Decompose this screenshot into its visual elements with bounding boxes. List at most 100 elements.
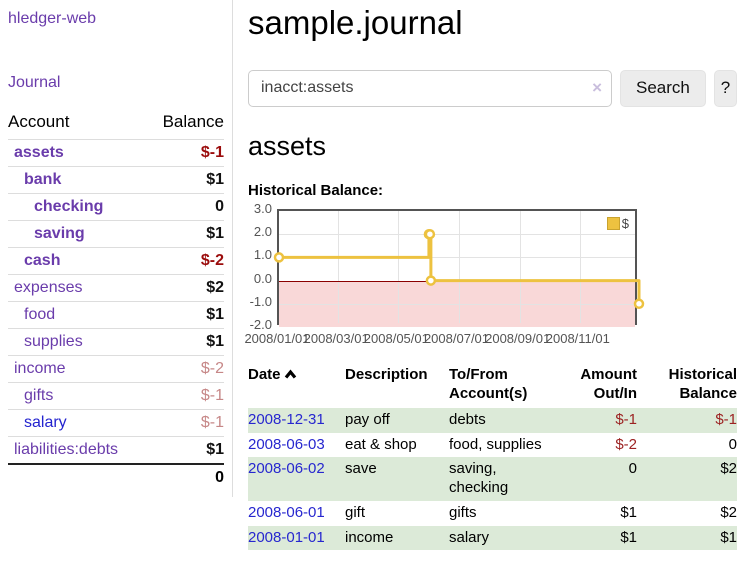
chart-plot-area[interactable]: $ xyxy=(273,208,645,327)
account-link[interactable]: cash xyxy=(24,252,61,269)
account-row: assets $-1 xyxy=(8,139,224,167)
register-header-accounts: To/From Account(s) xyxy=(449,365,528,403)
account-link[interactable]: bank xyxy=(24,171,62,188)
register-header-row: Date Description To/From Account(s) Amou… xyxy=(248,363,737,408)
legend-color-swatch xyxy=(606,216,620,230)
account-balance: $1 xyxy=(146,166,224,194)
account-balance: $2 xyxy=(146,274,224,302)
accounts-header-balance: Balance xyxy=(162,112,224,131)
account-link[interactable]: expenses xyxy=(14,279,83,296)
transaction-amount: $1 xyxy=(620,528,637,546)
account-balance: $-1 xyxy=(146,139,224,167)
account-row: expenses $2 xyxy=(8,274,224,302)
account-balance: $1 xyxy=(146,301,224,329)
transaction-balance: $2 xyxy=(720,503,737,521)
transaction-amount: $1 xyxy=(620,503,637,521)
account-row: income $-2 xyxy=(8,355,224,383)
register-header-description: Description xyxy=(345,365,428,383)
page-title: sample.journal xyxy=(248,4,463,41)
accounts-table: Account Balance assets $-1 bank $1 check… xyxy=(8,108,224,491)
account-balance: $1 xyxy=(146,220,224,248)
account-row: food $1 xyxy=(8,301,224,329)
transaction-balance: $2 xyxy=(720,460,737,478)
account-balance: 0 xyxy=(146,193,224,221)
transaction-description: save xyxy=(345,460,377,478)
x-tick-label: 2008/07/01 xyxy=(423,330,490,346)
account-link[interactable]: salary xyxy=(24,414,67,431)
clear-search-icon[interactable]: × xyxy=(592,77,602,97)
transaction-date-link[interactable]: 2008-01-01 xyxy=(248,528,325,546)
register-row: 2008-12-31 pay off debts $-1 $-1 xyxy=(248,407,737,433)
register-row: 2008-06-01 gift gifts $1 $2 xyxy=(248,501,737,526)
transaction-accounts: food, supplies xyxy=(449,435,542,453)
transaction-balance: $1 xyxy=(720,528,737,546)
sort-asc-icon xyxy=(284,365,297,385)
search-input[interactable] xyxy=(248,69,612,107)
transaction-amount: $-2 xyxy=(615,435,637,453)
register-header-balance: Historical Balance xyxy=(668,365,737,403)
register-header-amount: Amount Out/In xyxy=(580,365,637,403)
transaction-date-link[interactable]: 2008-06-02 xyxy=(248,460,325,478)
account-row: bank $1 xyxy=(8,166,224,194)
chart-label: Historical Balance: xyxy=(248,181,384,199)
register-header-date-label: Date xyxy=(248,365,281,383)
transaction-accounts: salary xyxy=(449,528,490,546)
transaction-date-link[interactable]: 2008-06-03 xyxy=(248,435,325,453)
register-row: 2008-06-02 save saving, checking 0 $2 xyxy=(248,457,737,501)
sidebar: hledger-web Journal Account Balance asse… xyxy=(0,0,233,497)
account-link[interactable]: income xyxy=(14,360,66,377)
account-balance: $-1 xyxy=(146,409,224,437)
historical-balance-chart: 3.0 2.0 1.0 0.0 -1.0 -2.0 $ 2008/01/01 2008/03… xyxy=(244,201,668,349)
x-tick-label: 2008/03/01 xyxy=(303,330,369,346)
y-tick-label: 1.0 xyxy=(253,247,272,263)
account-row: liabilities:debts $1 xyxy=(8,436,224,464)
account-link[interactable]: supplies xyxy=(24,333,83,350)
transaction-date-link[interactable]: 2008-06-01 xyxy=(248,503,325,521)
main-content: sample.journal × Search ? assets Histori… xyxy=(244,0,737,551)
help-button[interactable]: ? xyxy=(713,69,737,107)
x-tick-label: 2008/09/01 xyxy=(485,330,551,346)
account-row: supplies $1 xyxy=(8,328,224,356)
account-link[interactable]: liabilities:debts xyxy=(14,441,119,458)
register-header-date[interactable]: Date xyxy=(248,363,345,408)
account-link[interactable]: food xyxy=(24,306,56,323)
register-row: 2008-06-03 eat & shop food, supplies $-2… xyxy=(248,433,737,458)
sidebar-item-journal[interactable]: Journal xyxy=(8,74,61,91)
y-tick-label: 0.0 xyxy=(253,270,272,286)
transaction-accounts: gifts xyxy=(449,503,477,521)
account-row: checking 0 xyxy=(8,193,224,221)
transaction-amount: 0 xyxy=(628,460,637,478)
account-row: salary $-1 xyxy=(8,409,224,437)
search-form: × Search ? xyxy=(248,69,737,107)
account-row: gifts $-1 xyxy=(8,382,224,410)
account-link[interactable]: saving xyxy=(34,225,85,242)
account-row: saving $1 xyxy=(8,220,224,248)
y-tick-label: 3.0 xyxy=(253,200,272,216)
x-tick-label: 2008/11/01 xyxy=(545,330,610,346)
accounts-tbody: assets $-1 bank $1 checking 0 saving $1 … xyxy=(8,139,224,464)
register-table: Date Description To/From Account(s) Amou… xyxy=(248,363,737,551)
register-tbody: 2008-12-31 pay off debts $-1 $-1 2008-06… xyxy=(248,407,737,551)
register-row: 2008-01-01 income salary $1 $1 xyxy=(248,525,737,551)
transaction-description: income xyxy=(345,528,394,546)
transaction-date-link[interactable]: 2008-12-31 xyxy=(248,410,325,428)
account-balance: $1 xyxy=(146,436,224,464)
account-link[interactable]: assets xyxy=(14,144,64,161)
account-row: cash $-2 xyxy=(8,247,224,275)
accounts-header-account: Account xyxy=(8,112,70,131)
transaction-description: pay off xyxy=(345,410,390,428)
search-button[interactable]: Search xyxy=(620,69,706,107)
y-tick-label: -1.0 xyxy=(249,293,272,309)
account-link[interactable]: gifts xyxy=(24,387,54,404)
brand-link[interactable]: hledger-web xyxy=(8,10,97,27)
account-balance: $-2 xyxy=(146,247,224,275)
y-tick-label: 2.0 xyxy=(253,224,272,240)
transaction-accounts: saving, checking xyxy=(449,460,509,497)
accounts-total-value: 0 xyxy=(146,463,224,491)
transaction-description: eat & shop xyxy=(345,435,417,453)
account-link[interactable]: checking xyxy=(34,198,104,215)
x-tick-label: 2008/01/01 xyxy=(244,330,310,346)
account-balance: $-1 xyxy=(146,382,224,410)
transaction-description: gift xyxy=(345,503,366,521)
accounts-total-row: 0 xyxy=(8,463,224,491)
